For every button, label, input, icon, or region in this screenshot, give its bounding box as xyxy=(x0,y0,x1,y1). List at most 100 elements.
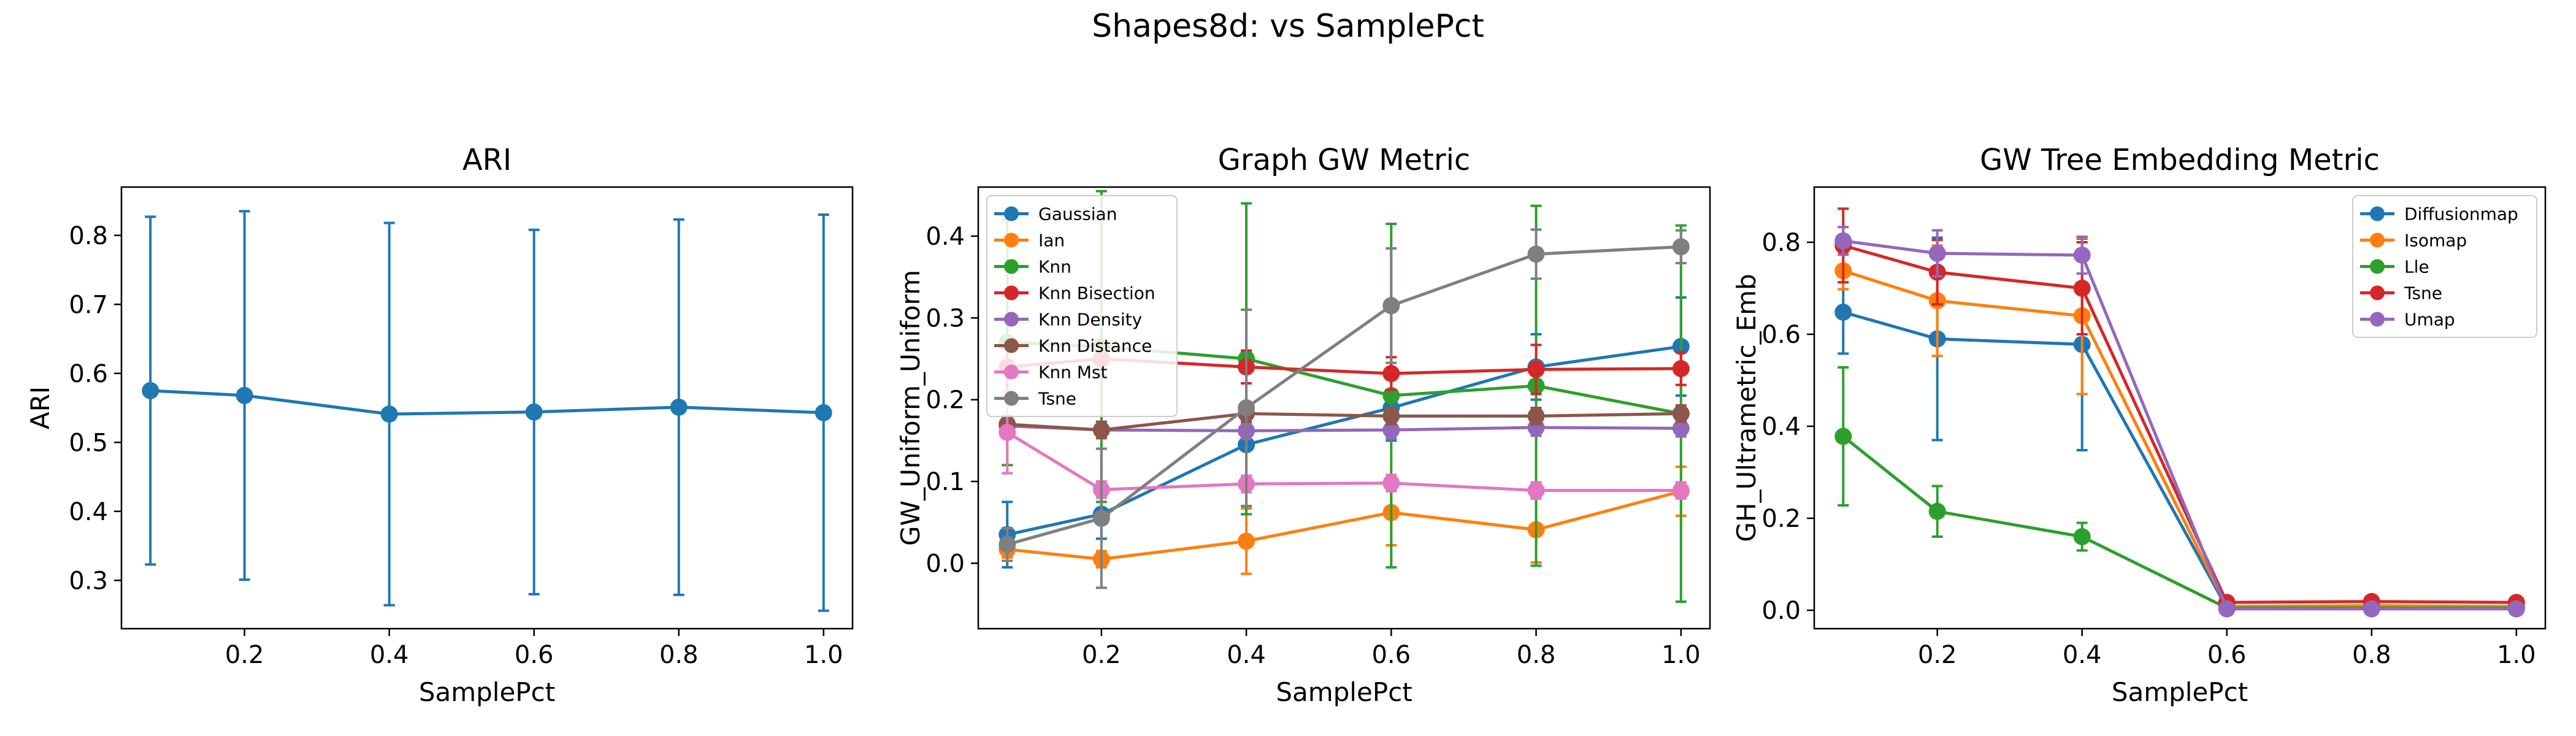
data-point xyxy=(1672,405,1690,423)
legend-swatch-marker xyxy=(1004,312,1019,327)
y-tick-label: 0.6 xyxy=(69,360,108,388)
y-axis-label: ARI xyxy=(25,386,55,429)
legend-entry-label: Tsne xyxy=(2404,283,2442,304)
data-point xyxy=(1672,360,1690,377)
data-point xyxy=(1382,365,1400,382)
x-axis-label: SamplePct xyxy=(1276,677,1412,707)
data-point xyxy=(1527,361,1545,378)
legend-swatch-marker xyxy=(2370,285,2385,301)
y-tick-label: 0.4 xyxy=(926,223,965,251)
chart-panel-3: GW Tree Embedding Metric 0.2 0.4 0.6 0.8 1.0 0… xyxy=(1731,143,2547,707)
data-point xyxy=(142,381,159,399)
legend-entry-label: Knn xyxy=(1038,257,1071,277)
legend-swatch-marker xyxy=(1004,206,1019,221)
y-tick-label: 0.2 xyxy=(1761,505,1801,533)
panel-title: ARI xyxy=(462,143,512,177)
data-point xyxy=(1928,245,1946,262)
y-axis-label: GH_Ultrametric_Emb xyxy=(1731,274,1761,542)
data-point xyxy=(815,404,832,421)
legend-box xyxy=(986,195,1178,417)
legend-entry-label: Tsne xyxy=(1038,389,1076,409)
y-tick-label: 0.3 xyxy=(69,567,108,595)
x-axis-label: SamplePct xyxy=(2112,677,2248,707)
x-tick-label: 0.4 xyxy=(370,641,409,669)
legend: Diffusionmap Isomap Lle Tsne Umap xyxy=(2352,195,2537,338)
series-line xyxy=(1006,245,1681,546)
legend-entry-label: Isomap xyxy=(2404,231,2467,251)
series-line xyxy=(1842,269,2517,608)
data-point xyxy=(2073,247,2091,264)
data-point xyxy=(1092,421,1110,439)
legend-swatch-marker xyxy=(1004,259,1019,274)
legend: Gaussian Ian Knn Knn Bisection Knn Density Kn… xyxy=(986,195,1178,417)
x-tick-label: 0.6 xyxy=(1371,641,1411,669)
x-tick-label: 0.6 xyxy=(2207,641,2247,669)
legend-swatch-marker xyxy=(1004,232,1019,248)
chart-panel-1: ARI 0.2 0.4 0.6 0.8 1.0 0.3 0.4 0.5 0.6 0.7 0.8 Samp… xyxy=(25,143,854,707)
y-tick-label: 0.2 xyxy=(926,386,965,415)
data-point xyxy=(1382,387,1400,404)
legend-entry-label: Umap xyxy=(2404,310,2455,330)
data-point xyxy=(1672,420,1690,437)
legend-entry-label: Ian xyxy=(1038,231,1065,251)
panel-title: Graph GW Metric xyxy=(1218,143,1471,177)
legend-swatch-marker xyxy=(2370,259,2385,274)
data-point xyxy=(1238,532,1255,550)
axes-frame xyxy=(977,186,1711,630)
x-tick-label: 0.8 xyxy=(2352,641,2391,669)
x-tick-label: 0.8 xyxy=(659,641,699,669)
chart-panel-2: Graph GW Metric 0.2 0.4 0.6 0.8 1.0 0.0 0.1 0.2 0… xyxy=(895,143,1711,707)
y-tick-label: 0.1 xyxy=(926,468,965,496)
y-axis-label: GW_Uniform_Uniform xyxy=(895,270,926,546)
data-point xyxy=(1382,407,1400,425)
data-point xyxy=(1834,232,1852,250)
series-umap xyxy=(1834,226,2525,618)
data-point xyxy=(1928,502,1946,520)
data-point xyxy=(1238,399,1255,416)
data-point xyxy=(2507,600,2525,618)
x-tick-label: 0.6 xyxy=(515,641,554,669)
series-line xyxy=(150,389,824,416)
legend-swatch-marker xyxy=(2370,206,2385,221)
series-line xyxy=(1842,243,2517,604)
x-tick-label: 0.4 xyxy=(1227,641,1266,669)
y-tick-label: 0.3 xyxy=(926,304,965,332)
data-point xyxy=(999,535,1016,553)
series-tsne xyxy=(999,228,1690,589)
x-tick-label: 0.8 xyxy=(1517,641,1556,669)
legend-swatch-marker xyxy=(1004,391,1019,406)
y-tick-label: 0.6 xyxy=(1761,321,1801,349)
data-point xyxy=(1527,407,1545,425)
legend-entry-label: Knn Mst xyxy=(1038,362,1108,383)
legend-swatch-marker xyxy=(1004,364,1019,380)
data-point xyxy=(1092,510,1110,527)
data-point xyxy=(1382,474,1400,492)
series-main xyxy=(142,210,832,612)
data-point xyxy=(1527,245,1545,263)
legend-swatch-marker xyxy=(1004,338,1019,353)
x-tick-label: 1.0 xyxy=(804,641,843,669)
series-line xyxy=(1842,239,2517,611)
x-axis-label: SamplePct xyxy=(419,677,555,707)
data-point xyxy=(525,403,543,421)
series-line xyxy=(1006,489,1682,561)
data-point xyxy=(1834,427,1852,445)
x-tick-label: 0.2 xyxy=(225,641,264,669)
series-line xyxy=(1006,345,1682,537)
legend-entry-label: Gaussian xyxy=(1038,204,1117,224)
x-tick-label: 0.4 xyxy=(2063,641,2102,669)
y-tick-label: 0.7 xyxy=(69,291,108,319)
data-point xyxy=(1527,481,1545,499)
y-tick-label: 0.5 xyxy=(69,429,108,457)
data-point xyxy=(1382,297,1400,315)
legend-entry-label: Knn Density xyxy=(1038,310,1142,330)
y-tick-label: 0.8 xyxy=(1761,229,1801,257)
data-point xyxy=(1672,238,1690,256)
data-point xyxy=(2363,600,2380,618)
data-point xyxy=(1672,481,1690,499)
data-point xyxy=(1834,304,1852,321)
legend-swatch-marker xyxy=(2370,232,2385,248)
data-point xyxy=(2073,528,2091,545)
x-tick-label: 1.0 xyxy=(2497,641,2536,669)
y-tick-label: 0.4 xyxy=(69,498,108,526)
